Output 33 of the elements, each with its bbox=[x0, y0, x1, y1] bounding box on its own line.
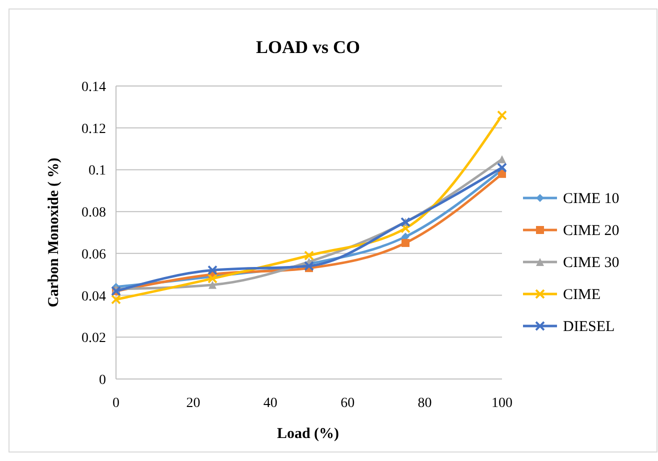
legend-label: CIME bbox=[563, 287, 600, 303]
legend-label: CIME 20 bbox=[563, 223, 620, 239]
y-tick-label: 0 bbox=[99, 373, 106, 388]
x-axis-title: Load (%) bbox=[276, 426, 340, 442]
chart-title: LOAD vs CO bbox=[256, 37, 360, 57]
x-tick-label: 60 bbox=[340, 396, 355, 411]
point bbox=[498, 155, 506, 164]
point bbox=[208, 265, 218, 276]
point bbox=[304, 250, 314, 261]
legend-label: DIESEL bbox=[563, 319, 615, 335]
point bbox=[304, 260, 314, 271]
y-tick-label: 0.02 bbox=[82, 331, 106, 346]
point bbox=[208, 280, 216, 289]
x-tick-label: 20 bbox=[186, 396, 200, 411]
y-tick-label: 0.04 bbox=[82, 289, 106, 304]
y-tick-label: 0.08 bbox=[82, 206, 106, 221]
point bbox=[402, 238, 410, 247]
x-tick-label: 0 bbox=[112, 396, 120, 411]
x-tick-label: 40 bbox=[263, 396, 278, 411]
legend-label: CIME 30 bbox=[563, 255, 620, 271]
point bbox=[111, 294, 121, 304]
y-tick-label: 0.06 bbox=[82, 247, 106, 262]
point bbox=[208, 274, 218, 284]
x-tick-label: 80 bbox=[418, 396, 432, 411]
y-tick-label: 0.1 bbox=[88, 164, 106, 179]
y-tick-label: 0.12 bbox=[82, 122, 106, 137]
y-axis-title: Carbon Monoxide ( %) bbox=[46, 158, 62, 308]
x-tick-label: 100 bbox=[492, 396, 512, 411]
point bbox=[497, 110, 507, 120]
point bbox=[400, 223, 410, 234]
y-tick-label: 0.14 bbox=[82, 80, 106, 95]
legend-label: CIME 10 bbox=[563, 191, 620, 207]
point bbox=[497, 162, 507, 173]
